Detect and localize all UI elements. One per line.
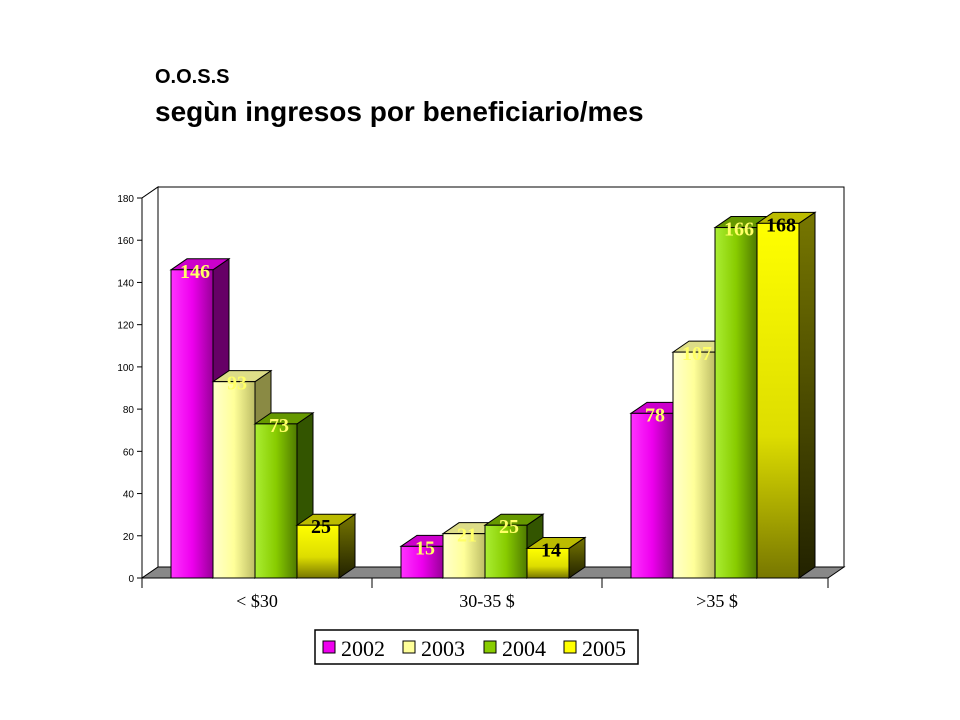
- legend-label: 2005: [582, 636, 626, 661]
- legend-swatch-2005: [563, 640, 577, 654]
- bar-2005: [756, 222, 800, 579]
- bar-side-2005: [798, 211, 816, 579]
- legend-swatch-2002: [322, 640, 336, 654]
- data-label: 25: [311, 516, 331, 538]
- y-tick-label: 20: [123, 532, 135, 543]
- bar-2002: [170, 269, 214, 579]
- bar-2002: [400, 545, 444, 579]
- data-labels: 146 93 73 25 15 21 25 14 78 107 166 168: [180, 214, 796, 561]
- bar-2004: [714, 227, 758, 579]
- chart-title: O.O.S.S: [155, 66, 230, 88]
- legend-label: 2002: [341, 636, 385, 661]
- data-label: 78: [645, 404, 665, 426]
- bar-2003: [442, 533, 486, 579]
- y-tick-label: 180: [117, 194, 134, 205]
- y-tick-label: 0: [128, 574, 134, 585]
- legend-swatch-2003: [402, 640, 416, 654]
- bars: [169, 211, 817, 579]
- legend-label: 2004: [502, 636, 546, 661]
- bar-2003: [212, 381, 256, 579]
- data-label: 166: [724, 219, 754, 241]
- data-label: 107: [682, 343, 712, 365]
- x-tick-label: < $30: [236, 591, 278, 611]
- y-tick-label: 100: [117, 363, 134, 374]
- y-axis: 0 20 40 60 80 100 120 140 160 180: [117, 194, 143, 585]
- x-tick-label: 30-35 $: [459, 591, 515, 611]
- bar-2005: [526, 547, 570, 579]
- y-tick-label: 140: [117, 278, 134, 289]
- data-label: 25: [499, 516, 519, 538]
- legend: 2002 2003 2004 2005: [314, 629, 639, 665]
- legend-label: 2003: [421, 636, 465, 661]
- y-tick-label: 80: [123, 405, 135, 416]
- legend-swatch-2004: [483, 640, 497, 654]
- data-label: 14: [541, 539, 561, 561]
- bar-2004: [254, 423, 298, 579]
- legend-box: [314, 629, 639, 665]
- chart-subtitle: segùn ingresos por beneficiario/mes: [155, 96, 644, 127]
- data-label: 21: [457, 525, 477, 547]
- y-tick-label: 60: [123, 447, 135, 458]
- data-label: 146: [180, 261, 210, 283]
- data-label: 93: [227, 373, 247, 395]
- bar-2003: [672, 351, 716, 579]
- y-tick-label: 40: [123, 490, 135, 501]
- bar-2002: [630, 412, 674, 579]
- bar-2005: [296, 524, 340, 579]
- y-tick-label: 160: [117, 236, 134, 247]
- data-label: 73: [269, 415, 289, 437]
- x-tick-label: >35 $: [696, 591, 738, 611]
- side-wall: [141, 186, 159, 579]
- x-axis: < $30 30-35 $ >35 $: [141, 577, 829, 611]
- data-label: 168: [766, 214, 796, 236]
- data-label: 15: [415, 537, 435, 559]
- y-tick-label: 120: [117, 321, 134, 332]
